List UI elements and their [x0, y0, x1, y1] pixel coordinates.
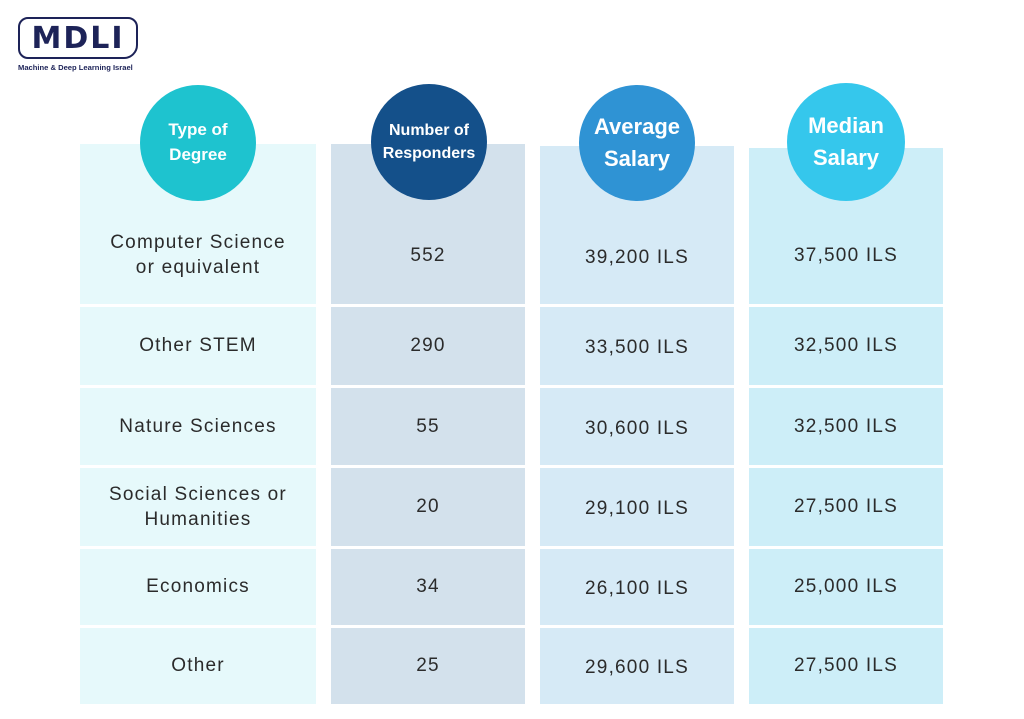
degree-column: Computer Science or equivalent Other STEM…	[80, 144, 316, 704]
row-divider	[80, 385, 316, 388]
row-divider	[540, 304, 734, 307]
median-cell: 27,500 ILS	[794, 496, 898, 517]
mdli-logo: MDLI Machine & Deep Learning Israel	[18, 17, 144, 72]
median-cell: 32,500 ILS	[794, 335, 898, 356]
responders-cell: 25	[416, 654, 440, 676]
row-divider	[331, 304, 525, 307]
row-divider	[540, 546, 734, 549]
responders-header-circle: Number of Responders	[371, 84, 487, 200]
median-column-background	[749, 148, 943, 704]
median-cell: 37,500 ILS	[794, 244, 898, 266]
row-divider	[331, 385, 525, 388]
average-header-circle: Average Salary	[579, 85, 695, 201]
row-divider	[540, 385, 734, 388]
responders-header-line: Responders	[382, 145, 476, 162]
median-header-circle: Median Salary	[787, 83, 905, 201]
degree-cell: Nature Sciences	[119, 415, 277, 437]
row-divider	[749, 385, 943, 388]
row-divider	[749, 465, 943, 468]
degree-cell: Other	[171, 654, 225, 676]
row-divider	[331, 465, 525, 468]
degree-column-background	[80, 144, 316, 704]
row-divider	[80, 304, 316, 307]
median-column: 37,500 ILS 32,500 ILS 32,500 ILS 27,500 ILS…	[749, 148, 943, 704]
responders-header-line: Number of	[389, 121, 469, 139]
row-divider	[749, 625, 943, 628]
average-column-background	[540, 146, 734, 704]
median-cell: 27,500 ILS	[794, 654, 898, 676]
average-cell: 30,600 ILS	[585, 417, 689, 439]
median-header-line: Median	[808, 113, 884, 139]
row-divider	[80, 546, 316, 549]
average-header-line: Salary	[603, 146, 671, 171]
responders-cell: 34	[416, 576, 440, 597]
responders-column-background	[331, 144, 525, 704]
row-divider	[749, 304, 943, 307]
average-cell: 33,500 ILS	[585, 337, 689, 358]
median-cell: 32,500 ILS	[794, 415, 898, 437]
row-divider	[80, 625, 316, 628]
degree-cell: Other STEM	[139, 335, 257, 356]
row-divider	[80, 465, 316, 468]
degree-cell: Computer Science or equivalent	[110, 232, 286, 278]
responders-cell: 290	[410, 335, 446, 356]
responders-cell: 55	[416, 415, 440, 437]
row-divider	[540, 625, 734, 628]
responders-column: 552 290 55 20 34 25	[331, 144, 525, 704]
average-header-line: Average	[593, 114, 680, 140]
row-divider	[331, 625, 525, 628]
average-cell: 29,600 ILS	[585, 656, 689, 678]
responders-cell: 552	[410, 244, 446, 266]
degree-cell: Economics	[146, 576, 250, 597]
row-divider	[540, 465, 734, 468]
responders-cell: 20	[416, 496, 440, 517]
degree-header-line: Degree	[169, 145, 227, 164]
median-cell: 25,000 ILS	[794, 576, 898, 597]
median-header-line: Salary	[812, 145, 880, 170]
average-cell: 39,200 ILS	[585, 246, 689, 268]
row-divider	[331, 546, 525, 549]
degree-header-circle: Type of Degree	[140, 85, 256, 201]
average-cell: 26,100 ILS	[585, 578, 689, 599]
logo-wordmark: MDLI	[18, 17, 138, 59]
logo-subtitle: Machine & Deep Learning Israel	[18, 63, 133, 72]
row-divider	[749, 546, 943, 549]
degree-cell: Social Sciences or Humanities	[109, 483, 287, 530]
average-column: 39,200 ILS 33,500 ILS 30,600 ILS 29,100 ILS…	[540, 146, 734, 704]
average-cell: 29,100 ILS	[585, 498, 689, 519]
degree-header-line: Type of	[168, 120, 228, 140]
